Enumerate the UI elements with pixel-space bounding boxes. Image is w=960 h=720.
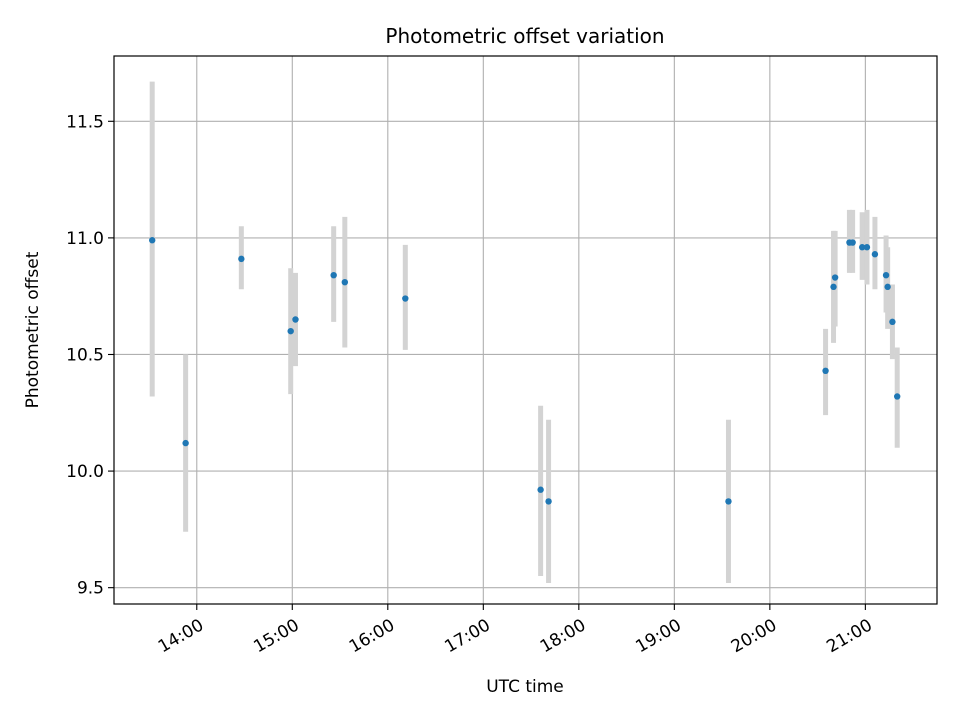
data-point [341, 278, 349, 286]
data-point [882, 272, 890, 279]
data-point [894, 393, 901, 400]
y-tick-label: 10.0 [66, 462, 104, 482]
data-points [149, 237, 901, 505]
data-point [725, 498, 732, 505]
plot-frame [113, 55, 938, 605]
data-point [822, 367, 829, 375]
data-point [149, 237, 156, 244]
data-point [849, 239, 856, 246]
data-point [871, 251, 879, 258]
data-point [830, 283, 837, 291]
data-point [182, 439, 189, 447]
data-point [889, 318, 896, 326]
data-point [863, 244, 871, 251]
data-point [238, 255, 245, 263]
data-point [287, 327, 294, 335]
y-tick-label: 9.5 [77, 579, 104, 599]
x-axis-label: UTC time [486, 677, 564, 697]
chart-title: Photometric offset variation [385, 24, 664, 48]
y-tick-label: 11.5 [66, 112, 104, 132]
data-point [858, 244, 866, 251]
data-point [402, 295, 409, 302]
y-tick-label: 10.5 [66, 345, 104, 365]
y-axis-label: Photometric offset [23, 251, 43, 408]
data-point [831, 274, 839, 281]
y-axis-ticks: 9.5 10.0 10.5 11.0 11.5 [66, 112, 114, 599]
y-tick-label: 11.0 [66, 229, 104, 249]
data-point [330, 272, 337, 279]
data-point [545, 498, 552, 505]
data-point [884, 283, 891, 291]
plot-area [114, 56, 937, 604]
data-point [292, 316, 299, 323]
data-point [537, 486, 544, 493]
